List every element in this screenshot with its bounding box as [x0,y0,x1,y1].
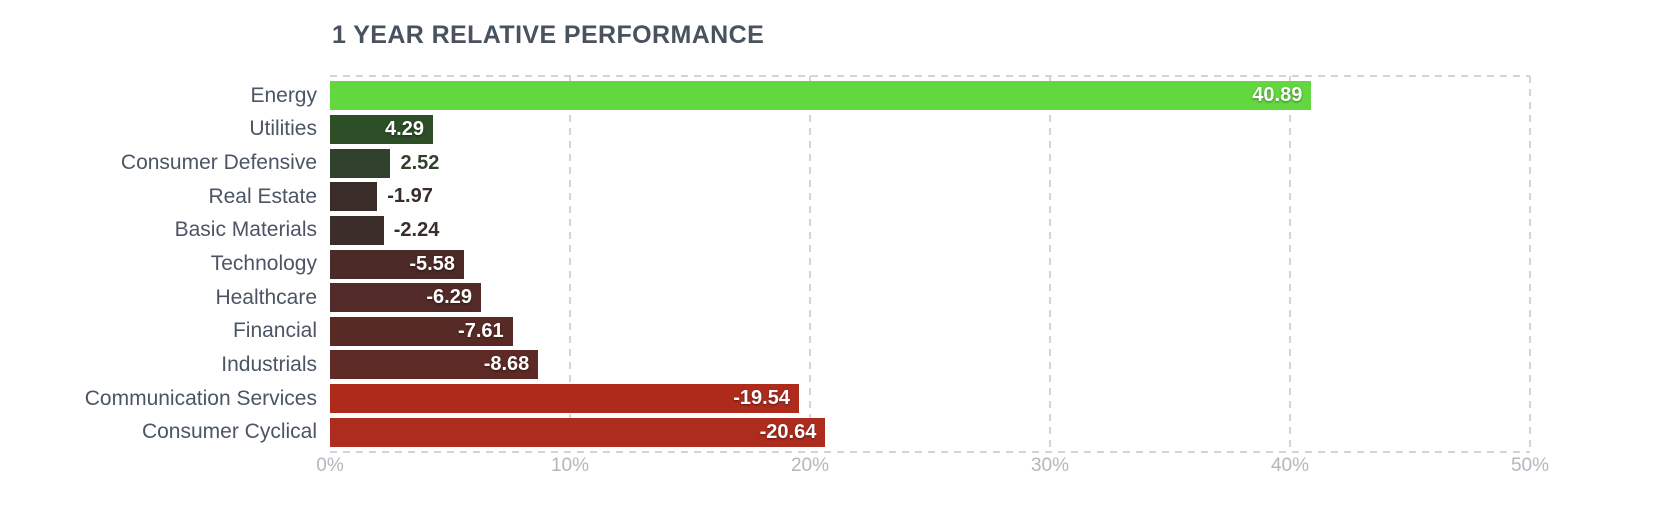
bar-row: Financial -7.61 [0,314,1530,348]
bar-row: Industrials -8.68 [0,348,1530,382]
category-label: Energy [250,83,317,107]
value-label: -2.24 [393,218,440,241]
category-label: Communication Services [84,386,317,410]
bar: 4.29 [330,114,433,144]
category-label: Consumer Defensive [120,151,317,175]
bar-track: -19.54 [330,382,1530,416]
category-label: Real Estate [208,184,317,208]
category-label: Utilities [249,117,317,141]
bar-track: 40.89 [330,79,1530,113]
x-axis-tick: 50% [1510,455,1550,476]
x-axis-tick: 30% [1030,455,1070,476]
bar-row: Basic Materials -2.24 [0,214,1530,248]
x-axis-tick: 10% [550,455,590,476]
bar-track: -8.68 [330,348,1530,382]
bar-row: Consumer Cyclical -20.64 [0,415,1530,449]
gridline [809,76,811,452]
bar-chart: Energy 40.89 Utilities 4.29 Consumer Def… [0,75,1531,453]
x-axis: 0% 10% 20% 30% 40% 50% [316,455,1549,479]
value-label: -8.68 [483,353,530,376]
bar-track: -6.29 [330,281,1530,315]
bar-track: -2.24 [330,214,1530,248]
value-label: 4.29 [385,117,424,140]
value-label: 2.52 [400,151,440,174]
bar: -20.64 [330,417,826,447]
bar: -6.29 [330,283,481,313]
x-axis-tick: 0% [316,455,344,476]
plot-border-bottom [330,451,1530,453]
bar: -8.68 [330,350,539,380]
plot-border-right [1529,76,1531,452]
value-label: -5.58 [409,252,455,275]
category-label: Industrials [221,352,317,376]
value-label: -1.97 [387,185,433,208]
bar-track: -1.97 [330,180,1530,214]
bar: -7.61 [330,316,513,346]
gridline [1049,76,1051,452]
bar-row: Real Estate -1.97 [0,180,1530,214]
category-label: Basic Materials [174,218,317,242]
bar-track: 2.52 [330,146,1530,180]
bar-track: 4.29 [330,113,1530,147]
value-label: -6.29 [426,286,472,309]
x-axis-tick: 20% [790,455,830,476]
value-label: -19.54 [733,387,790,410]
bar-track: -5.58 [330,247,1530,281]
plot-area [330,75,1531,453]
bar-row: Communication Services -19.54 [0,382,1530,416]
bar-row: Utilities 4.29 [0,113,1530,147]
category-label: Technology [210,252,317,276]
value-label: -7.61 [458,319,504,342]
bar-row: Healthcare -6.29 [0,281,1530,315]
chart-title: 1 YEAR RELATIVE PERFORMANCE [332,21,765,49]
bar [330,148,391,178]
category-label: Financial [232,319,317,343]
bar: 40.89 [330,81,1312,111]
gridline [569,76,571,452]
value-label: -20.64 [759,420,817,443]
bar-row: Consumer Defensive 2.52 [0,146,1530,180]
bar-row: Energy 40.89 [0,79,1530,113]
gridline [1289,76,1291,452]
bar-track: -20.64 [330,415,1530,449]
plot-border-top [330,75,1530,77]
bar [330,215,384,245]
bar: -5.58 [330,249,464,279]
category-label: Healthcare [215,285,317,309]
category-label: Consumer Cyclical [141,420,317,444]
bar [330,182,378,212]
bar-rows: Energy 40.89 Utilities 4.29 Consumer Def… [0,76,1530,452]
bar-track: -7.61 [330,314,1530,348]
bar-row: Technology -5.58 [0,247,1530,281]
bar: -19.54 [330,384,799,414]
value-label: 40.89 [1252,84,1303,107]
x-axis-tick: 40% [1270,455,1310,476]
